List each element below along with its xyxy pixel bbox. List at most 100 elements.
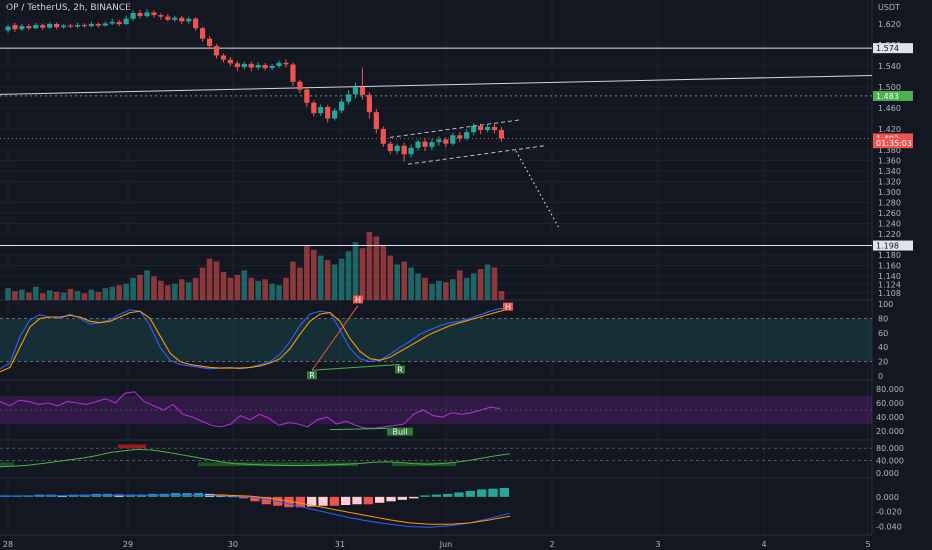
- price-tag-label: 1.483: [876, 92, 899, 101]
- candle-body: [200, 28, 206, 39]
- trend-line: [0, 448, 511, 468]
- candle-body: [262, 64, 268, 69]
- volume-bar: [81, 293, 88, 300]
- volume-bar: [151, 276, 157, 300]
- rsi-axis-label: 80.000: [876, 385, 904, 394]
- volume-bar: [88, 289, 95, 300]
- stoch-axis-label: 0: [878, 372, 883, 381]
- macd-series-MACD: [209, 494, 511, 528]
- volume-bar: [401, 261, 407, 300]
- volume-bar: [394, 264, 400, 300]
- volume-bar: [408, 267, 414, 300]
- volume-bar: [213, 261, 220, 300]
- candle-body: [81, 25, 88, 27]
- candle-body: [394, 145, 400, 152]
- candle-body: [213, 46, 220, 56]
- candle-body: [193, 18, 199, 29]
- candle-body: [67, 25, 74, 27]
- price-tag-bg: [873, 240, 913, 251]
- trend-zone-red: [118, 444, 146, 449]
- volume-bar: [185, 282, 192, 300]
- macd-histogram-bar: [431, 494, 441, 497]
- volume-bar: [352, 242, 359, 300]
- candle-body: [54, 24, 60, 28]
- volume-bar: [220, 271, 227, 300]
- macd-axis-label: -0.040: [876, 523, 902, 532]
- candle-body: [269, 66, 275, 69]
- candle-body: [144, 12, 150, 17]
- trend-zone-green: [0, 462, 14, 467]
- candle-body: [255, 64, 261, 68]
- price-axis-label: 1.280: [878, 199, 901, 208]
- candle-body: [478, 125, 484, 131]
- candle-body: [179, 17, 185, 22]
- macd-histogram-bar: [341, 496, 351, 506]
- stoch-marker-bg: [395, 365, 405, 374]
- price-axis-label: 1.160: [878, 262, 901, 271]
- candle-body: [33, 25, 39, 29]
- candle-body: [227, 59, 233, 64]
- candle-body: [359, 87, 366, 95]
- candle-body: [380, 129, 386, 144]
- stoch-axis-label: 20: [878, 358, 888, 367]
- macd-histogram-bar: [329, 496, 339, 506]
- macd-histogram-bar: [239, 496, 249, 499]
- stoch-axis-label: 100: [878, 300, 893, 309]
- candle-body: [325, 106, 331, 119]
- price-axis-label: 1.500: [878, 83, 901, 92]
- price-axis-label: 1.620: [878, 20, 901, 29]
- volume-bar: [484, 264, 491, 300]
- channel-lower-line: [407, 145, 545, 165]
- volume-bar: [67, 288, 74, 300]
- macd-histogram-bar: [465, 490, 475, 497]
- volume-bar: [109, 286, 116, 300]
- candle-body: [366, 94, 372, 113]
- candle-body: [12, 25, 18, 30]
- macd-histogram-bar: [409, 496, 419, 499]
- volume-bar: [60, 292, 67, 300]
- volume-bar: [255, 280, 261, 300]
- rsi-divergence-line: [329, 427, 399, 431]
- macd-histogram-bar: [397, 496, 407, 500]
- volume-bar: [366, 232, 373, 300]
- volume-bar: [415, 273, 421, 300]
- candle-body: [352, 87, 359, 95]
- time-axis-label: 28: [3, 540, 13, 549]
- volume-bar: [5, 288, 11, 300]
- stoch-marker-bg: [503, 302, 513, 311]
- candle-body: [373, 112, 379, 129]
- time-axis-label: 3: [655, 540, 660, 549]
- macd-histogram-bar: [488, 488, 498, 497]
- candle-body: [5, 26, 11, 31]
- stoch-series-D: [0, 308, 511, 373]
- candle-body: [401, 145, 407, 155]
- candle-body: [450, 135, 456, 144]
- candle-body: [311, 102, 317, 114]
- volume-bar: [324, 260, 331, 300]
- macd-histogram-bar: [443, 493, 453, 497]
- stoch-series-K: [0, 307, 511, 370]
- macd-histogram-bar: [261, 496, 271, 505]
- candle-body: [206, 38, 213, 47]
- macd-histogram-bar: [284, 496, 294, 508]
- divergence-line: [311, 363, 401, 371]
- macd-line-early: [0, 494, 210, 497]
- trend-axis-label: 0.000: [876, 469, 899, 478]
- volume-bar: [311, 249, 317, 300]
- volume-bar: [199, 267, 206, 300]
- volume-bar: [19, 289, 25, 300]
- rsi-axis-label: 60.000: [876, 399, 904, 408]
- volume-bar: [95, 291, 102, 300]
- volume-bar: [470, 273, 477, 300]
- volume-bar: [74, 291, 81, 300]
- candle-body: [151, 12, 157, 16]
- time-axis-label: 31: [335, 540, 345, 549]
- currency-label: USDT: [878, 3, 900, 12]
- price-axis-label: 1.380: [878, 146, 901, 155]
- volume-bar: [248, 277, 255, 300]
- volume-bar: [269, 283, 275, 300]
- candle-body: [102, 23, 108, 26]
- candle-body: [415, 141, 421, 148]
- macd-histogram-bar: [363, 496, 373, 505]
